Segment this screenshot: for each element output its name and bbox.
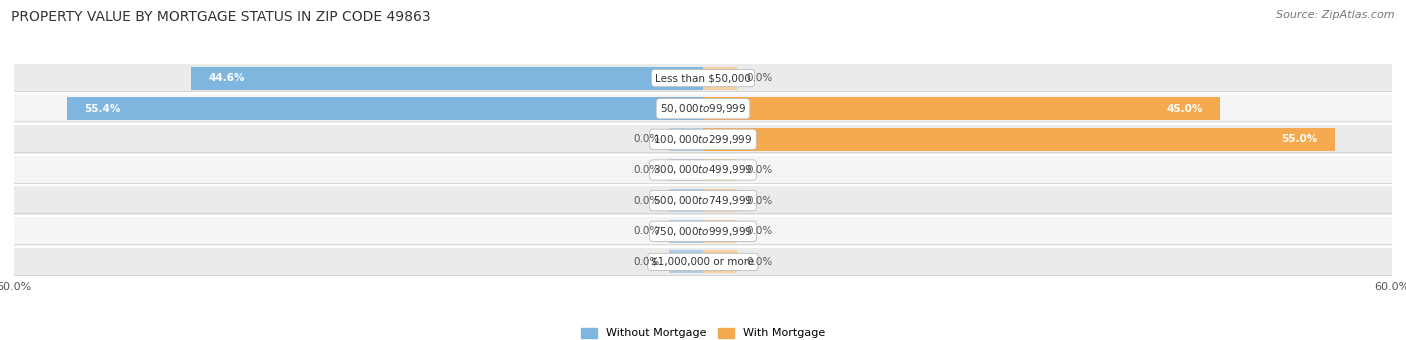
Text: 0.0%: 0.0% [633, 165, 659, 175]
Bar [669, 220, 703, 243]
Bar [703, 97, 1219, 120]
Text: 0.0%: 0.0% [747, 257, 773, 267]
Bar [14, 156, 1392, 184]
Bar [14, 64, 1392, 92]
Text: 55.4%: 55.4% [84, 104, 121, 114]
Text: $50,000 to $99,999: $50,000 to $99,999 [659, 102, 747, 115]
Bar [14, 217, 1392, 245]
Text: Less than $50,000: Less than $50,000 [655, 73, 751, 83]
Bar [14, 95, 1392, 123]
Text: 0.0%: 0.0% [633, 195, 659, 206]
Text: 0.0%: 0.0% [747, 73, 773, 83]
Bar [703, 220, 738, 243]
Bar [669, 189, 703, 212]
Bar [14, 125, 1392, 154]
Bar [14, 186, 1392, 215]
Bar [191, 67, 703, 89]
Text: $100,000 to $299,999: $100,000 to $299,999 [654, 133, 752, 146]
Bar [669, 128, 703, 151]
Text: 0.0%: 0.0% [633, 257, 659, 267]
Text: PROPERTY VALUE BY MORTGAGE STATUS IN ZIP CODE 49863: PROPERTY VALUE BY MORTGAGE STATUS IN ZIP… [11, 10, 430, 24]
Text: 44.6%: 44.6% [208, 73, 245, 83]
Bar [67, 97, 703, 120]
Text: 0.0%: 0.0% [747, 165, 773, 175]
Legend: Without Mortgage, With Mortgage: Without Mortgage, With Mortgage [576, 323, 830, 340]
Bar [703, 189, 738, 212]
Bar [703, 67, 738, 89]
Text: 0.0%: 0.0% [633, 226, 659, 236]
Bar [14, 248, 1392, 276]
Text: 0.0%: 0.0% [747, 195, 773, 206]
Bar [703, 158, 738, 182]
Bar [669, 251, 703, 273]
Bar [669, 158, 703, 182]
Bar [703, 128, 1334, 151]
Text: 45.0%: 45.0% [1166, 104, 1202, 114]
Text: $750,000 to $999,999: $750,000 to $999,999 [654, 225, 752, 238]
Text: $500,000 to $749,999: $500,000 to $749,999 [654, 194, 752, 207]
Bar [703, 251, 738, 273]
Text: 0.0%: 0.0% [747, 226, 773, 236]
Text: $300,000 to $499,999: $300,000 to $499,999 [654, 164, 752, 176]
Text: Source: ZipAtlas.com: Source: ZipAtlas.com [1277, 10, 1395, 20]
Text: 0.0%: 0.0% [633, 134, 659, 144]
Text: 55.0%: 55.0% [1281, 134, 1317, 144]
Text: $1,000,000 or more: $1,000,000 or more [651, 257, 755, 267]
